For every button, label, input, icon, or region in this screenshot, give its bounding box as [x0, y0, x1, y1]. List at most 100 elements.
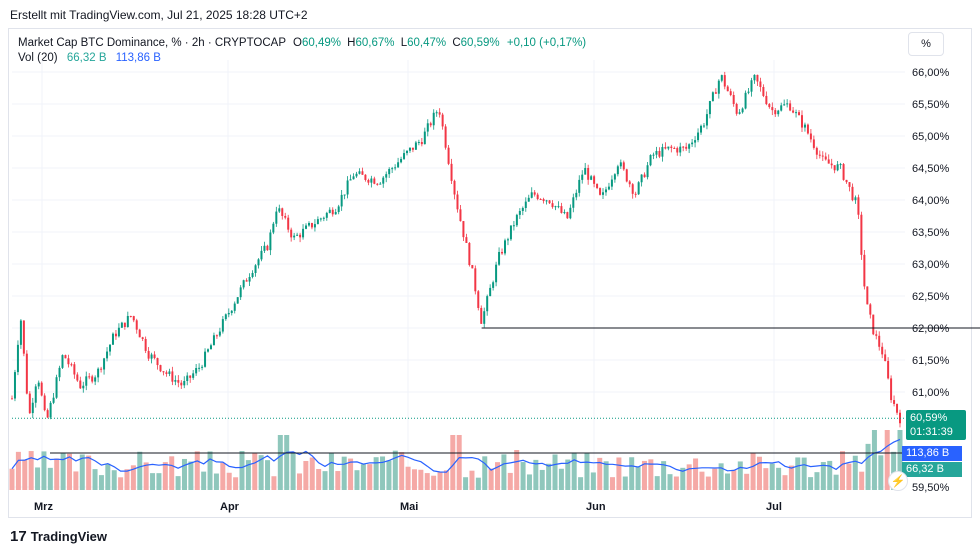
candle-body — [376, 183, 379, 185]
candle-body — [655, 150, 658, 155]
volume-bar — [737, 461, 743, 490]
candle-body — [792, 110, 795, 113]
candle-body — [572, 197, 575, 208]
candle-body — [590, 176, 593, 180]
candle-body — [411, 147, 414, 150]
candle-body — [700, 125, 703, 133]
candle-body — [688, 144, 691, 149]
volume-bar — [220, 462, 226, 490]
candle-body — [780, 105, 783, 111]
volume-bar — [878, 455, 884, 490]
volume-bar — [79, 454, 85, 490]
candle-body — [548, 200, 551, 204]
candle-body — [441, 114, 444, 127]
volume-bar — [507, 472, 513, 490]
volume-legend[interactable]: Vol (20) 66,32 B 113,86 B — [18, 52, 161, 64]
bar-countdown: 01:31:39 — [910, 426, 953, 438]
candle-body — [596, 183, 599, 189]
candle-body — [426, 123, 429, 132]
volume-bar — [360, 464, 366, 490]
candle-body — [664, 147, 667, 149]
candle-body — [542, 199, 545, 202]
candle-body — [126, 315, 129, 327]
volume-bar — [756, 456, 762, 490]
lightning-icon[interactable]: ⚡ — [888, 471, 908, 491]
candle-body — [673, 147, 676, 149]
candle-body — [800, 115, 803, 128]
volume-bar — [162, 462, 168, 490]
volume-bar — [686, 464, 692, 490]
volume-bar — [814, 472, 820, 490]
candle-body — [869, 304, 872, 315]
candle-body — [875, 334, 878, 336]
candle-body — [512, 225, 515, 227]
volume-bar — [399, 452, 405, 490]
y-tick-label: 63,00% — [912, 259, 950, 271]
candle-body — [310, 223, 313, 228]
candle-body — [49, 402, 52, 418]
volume-bar — [667, 474, 673, 490]
candle-body — [367, 179, 370, 183]
legend-title[interactable]: Market Cap BTC Dominance, % · 2h · CRYPT… — [18, 37, 286, 49]
candle-body — [809, 133, 812, 140]
candle-body — [795, 112, 798, 114]
volume-bar — [673, 476, 679, 490]
candle-body — [717, 80, 720, 94]
volume-bar — [584, 452, 590, 490]
volume-current-tag: 66,32 B — [902, 462, 962, 477]
candle-body — [43, 395, 46, 411]
candle-body — [218, 331, 221, 336]
candle-body — [658, 150, 661, 157]
candle-body — [720, 75, 723, 81]
volume-bar — [105, 463, 111, 490]
candle-body — [670, 146, 673, 148]
candle-body — [625, 169, 628, 182]
volume-bar — [597, 457, 603, 490]
candle-body — [652, 154, 655, 156]
volume-legend-label[interactable]: Vol (20) — [18, 52, 58, 64]
candle-body — [444, 126, 447, 148]
tradingview-logo[interactable]: 17 TradingView — [10, 528, 107, 545]
volume-bar — [277, 435, 283, 490]
y-tick-label: 64,00% — [912, 195, 950, 207]
candle-body — [714, 92, 717, 94]
candle-body — [789, 103, 792, 111]
volume-bar — [590, 472, 596, 490]
volume-bar — [526, 474, 532, 490]
volume-bar — [322, 471, 328, 490]
volume-bar — [552, 454, 558, 490]
x-tick-label: Mrz — [34, 501, 53, 513]
candle-body — [694, 140, 697, 143]
candle-body — [168, 371, 171, 374]
candle-body — [79, 380, 82, 389]
volume-bar — [245, 460, 251, 490]
candle-body — [117, 327, 120, 337]
candle-body — [738, 112, 741, 114]
candle-body — [361, 171, 364, 175]
candle-body — [602, 192, 605, 195]
candle-body — [385, 174, 388, 178]
volume-bar — [150, 473, 156, 490]
symbol-legend[interactable]: Market Cap BTC Dominance, % · 2h · CRYPT… — [18, 35, 586, 51]
candle-body — [16, 344, 19, 373]
candle-body — [37, 382, 40, 387]
candle-body — [224, 314, 227, 320]
candle-body — [141, 337, 144, 339]
candle-body — [842, 164, 845, 180]
percent-scale-button[interactable]: % — [908, 32, 944, 56]
candle-body — [340, 194, 343, 207]
candle-body — [358, 171, 361, 174]
candle-body — [266, 245, 269, 251]
candle-body — [123, 322, 126, 327]
volume-bar — [265, 460, 271, 490]
candle-body — [34, 386, 37, 403]
volume-bar — [207, 451, 213, 490]
x-tick-label: Mai — [400, 501, 418, 513]
candle-body — [896, 403, 899, 413]
volume-bar — [15, 451, 21, 490]
candle-body — [174, 380, 177, 382]
candle-body — [82, 385, 85, 389]
volume-bar — [565, 459, 571, 490]
candle-body — [331, 209, 334, 215]
